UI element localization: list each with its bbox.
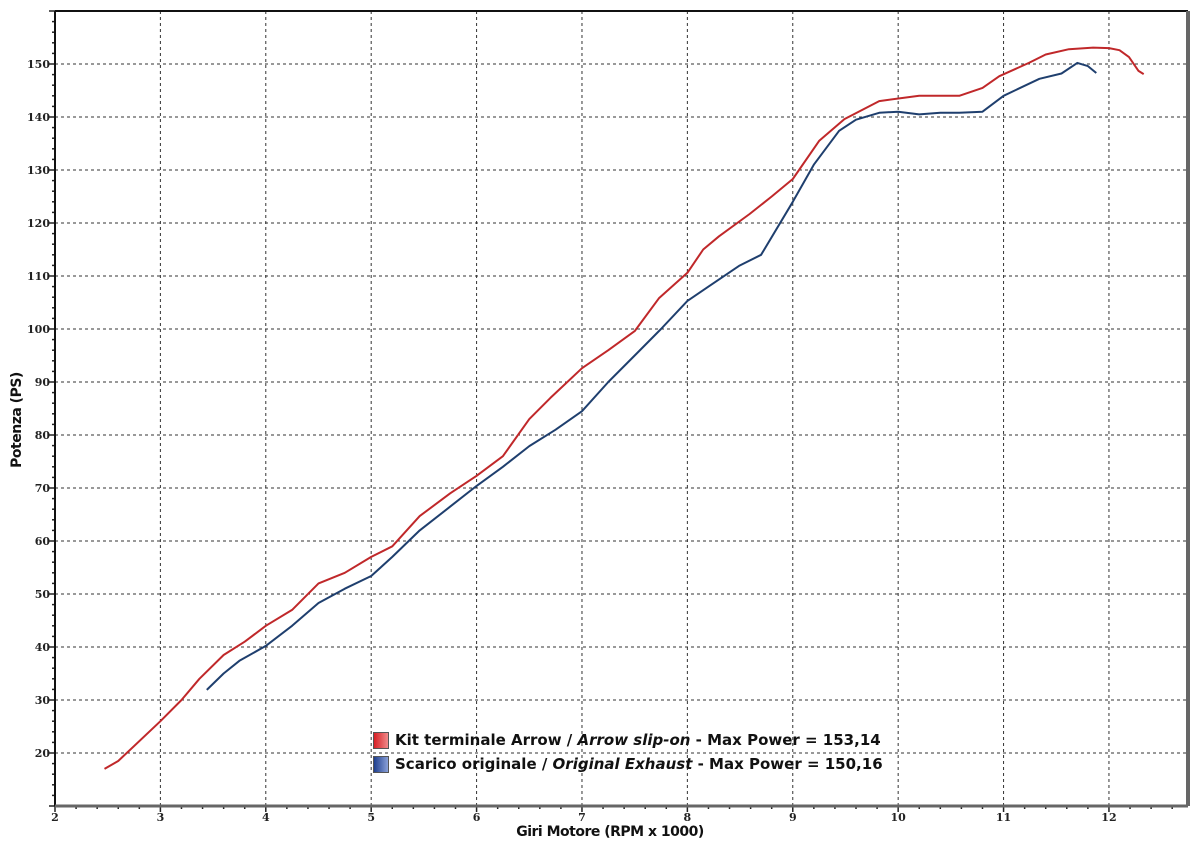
plot-area — [55, 11, 1188, 806]
x-tick-label: 6 — [473, 811, 481, 824]
x-axis-label: Giri Motore (RPM x 1000) — [516, 824, 704, 840]
x-tick-label: 3 — [157, 811, 165, 824]
legend-text-italic: Arrow slip-on — [577, 731, 691, 749]
x-tick-label: 2 — [51, 811, 59, 824]
legend-swatch-blue — [373, 755, 389, 773]
legend-swatch-red — [373, 731, 389, 749]
legend-text-max: - Max Power = 153,14 — [690, 731, 881, 749]
series-line-original — [206, 61, 1097, 691]
x-tick-label: 7 — [578, 811, 586, 824]
y-tick-label: 110 — [27, 270, 50, 283]
y-tick-label: 90 — [35, 376, 51, 389]
x-tick-label: 12 — [1101, 811, 1116, 824]
legend-text-italic: Original Exhaust — [552, 755, 693, 773]
grid — [55, 11, 1188, 806]
y-tick-label: 100 — [27, 323, 50, 336]
y-tick-label: 150 — [27, 58, 50, 71]
y-tick-label: 40 — [35, 641, 51, 654]
legend-text: Kit terminale Arrow / — [395, 731, 578, 749]
series-lines — [104, 46, 1145, 770]
y-tick-label: 50 — [35, 588, 51, 601]
y-tick-label: 80 — [35, 429, 51, 442]
x-tick-label: 8 — [684, 811, 692, 824]
y-tick-label: 60 — [35, 535, 51, 548]
legend-text: Scarico originale / — [395, 755, 553, 773]
series-line-arrow — [104, 46, 1145, 770]
y-tick-label: 30 — [35, 694, 51, 707]
legend-item-arrow: Kit terminale Arrow / Arrow slip-on - Ma… — [373, 728, 883, 752]
x-tick-label: 5 — [367, 811, 375, 824]
x-tick-label: 9 — [789, 811, 797, 824]
legend-text-max: - Max Power = 150,16 — [692, 755, 883, 773]
legend-item-original: Scarico originale / Original Exhaust - M… — [373, 752, 883, 776]
legend: Kit terminale Arrow / Arrow slip-on - Ma… — [373, 728, 883, 776]
y-tick-label: 20 — [35, 747, 51, 760]
y-axis-label: Potenza (PS) — [9, 372, 25, 468]
x-tick-label: 10 — [891, 811, 907, 824]
y-tick-label: 140 — [27, 111, 50, 124]
x-tick-label: 11 — [996, 811, 1011, 824]
y-tick-label: 70 — [35, 482, 51, 495]
x-tick-label: 4 — [262, 811, 270, 824]
y-tick-label: 130 — [27, 164, 50, 177]
y-tick-label: 120 — [27, 217, 50, 230]
axes: 2 3 4 5 6 7 8 9 10 11 12 20 30 40 50 60 70 80 90 100 110 120 1… — [27, 10, 1190, 824]
